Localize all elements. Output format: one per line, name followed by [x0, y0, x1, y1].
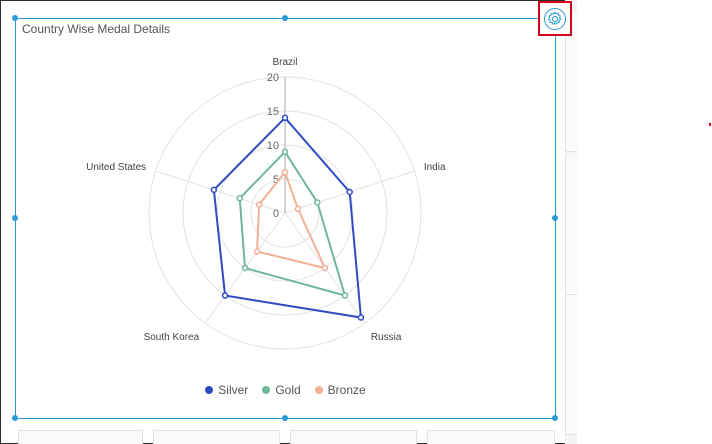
adjacent-widget[interactable]: [427, 430, 555, 444]
radial-tick-label: 20: [267, 72, 279, 84]
data-point: [281, 168, 289, 176]
resize-handle-bottom-left[interactable]: [12, 415, 18, 421]
adjacent-widget[interactable]: [290, 430, 417, 444]
data-point: [314, 199, 321, 206]
chart-legend: Silver Gold Bronze: [0, 383, 571, 397]
category-label: Russia: [371, 332, 402, 343]
resize-handle-top-left[interactable]: [12, 15, 18, 21]
resize-handle-top[interactable]: [282, 15, 288, 21]
cursor-marker: [709, 123, 711, 126]
resize-handle-right[interactable]: [552, 215, 558, 221]
radar-chart: 0 5 10 15 20 Brazil India Russia South Korea Unit…: [86, 57, 446, 350]
data-point: [241, 264, 249, 272]
data-point: [255, 201, 263, 208]
data-point: [281, 114, 289, 122]
radial-tick-label: 10: [267, 140, 279, 152]
series-line: [212, 116, 363, 319]
gear-icon: [544, 7, 566, 30]
legend-marker: [205, 386, 214, 394]
series-line: [255, 170, 327, 270]
grid-spoke: [155, 170, 286, 214]
data-point: [321, 264, 329, 272]
radial-tick-label: 5: [273, 174, 279, 186]
series-line: [238, 150, 347, 297]
resize-handle-left[interactable]: [12, 215, 18, 221]
data-point: [294, 205, 302, 213]
side-panel-segment: [565, 295, 577, 435]
legend-item[interactable]: Gold: [262, 383, 301, 397]
radial-tick-label: 0: [273, 208, 279, 220]
category-label: India: [424, 162, 446, 173]
radial-tick-label: 15: [267, 106, 279, 118]
widget-settings-button[interactable]: [538, 1, 572, 36]
data-point: [281, 148, 289, 156]
data-point: [236, 195, 243, 202]
category-label: South Korea: [144, 332, 200, 343]
legend-label: Bronze: [327, 383, 366, 397]
side-panel-segment: [565, 12, 577, 152]
widget-title: Country Wise Medal Details: [22, 22, 171, 36]
resize-handle-bottom-right[interactable]: [552, 415, 558, 421]
category-label: United States: [86, 162, 146, 173]
resize-handle-bottom[interactable]: [282, 415, 288, 421]
adjacent-widget[interactable]: [18, 430, 143, 444]
legend-item[interactable]: Silver: [205, 383, 248, 397]
data-point: [253, 248, 261, 255]
side-panel-segment: [565, 155, 577, 295]
data-point: [341, 292, 349, 299]
data-point: [221, 292, 229, 299]
category-label: Brazil: [272, 57, 297, 68]
adjacent-widget[interactable]: [153, 430, 280, 444]
legend-item[interactable]: Bronze: [314, 383, 366, 397]
data-point: [210, 186, 218, 194]
data-point: [357, 314, 365, 321]
legend-label: Gold: [275, 383, 301, 397]
legend-marker: [314, 386, 323, 394]
legend-marker: [262, 386, 271, 394]
data-point: [346, 188, 353, 196]
legend-label: Silver: [218, 383, 249, 397]
